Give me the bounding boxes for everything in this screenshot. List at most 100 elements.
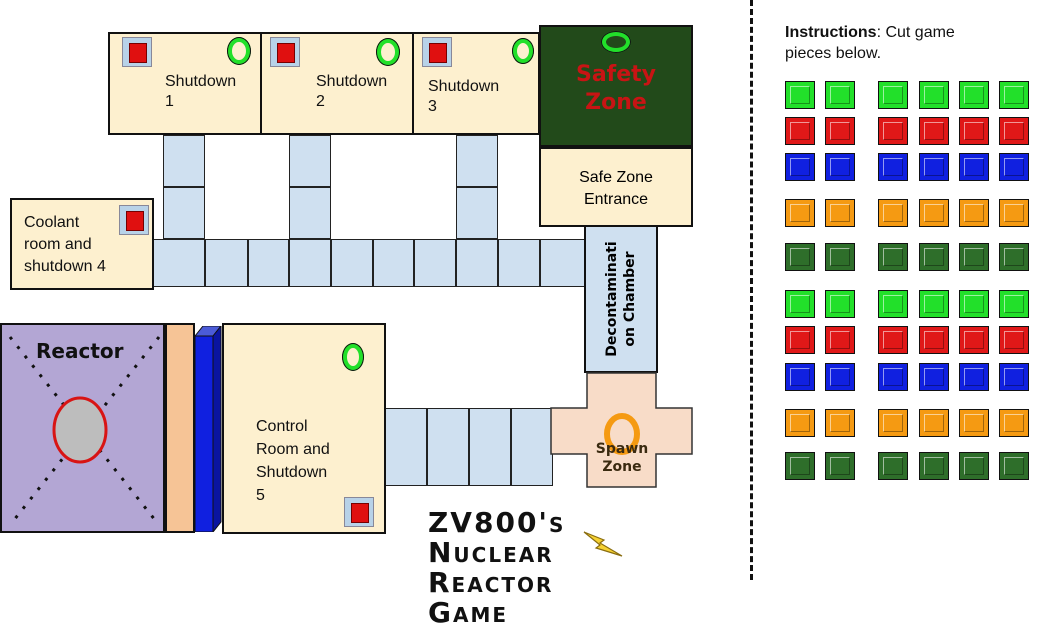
game-piece-red[interactable] (878, 117, 908, 145)
game-piece-orange[interactable] (959, 409, 989, 437)
room-label-3: shutdown 4 (24, 258, 106, 275)
room-number: 1 (165, 93, 174, 110)
orange-ring-token (604, 413, 640, 455)
game-piece-red[interactable] (999, 326, 1029, 354)
game-piece-orange[interactable] (919, 409, 949, 437)
game-piece-orange[interactable] (999, 199, 1029, 227)
game-piece-green[interactable] (825, 290, 855, 318)
game-piece-green[interactable] (785, 81, 815, 109)
room-number: 3 (428, 98, 437, 115)
game-piece-darkgreen[interactable] (878, 452, 908, 480)
game-piece-red[interactable] (959, 326, 989, 354)
game-piece-darkgreen[interactable] (878, 243, 908, 271)
game-piece-darkgreen[interactable] (825, 243, 855, 271)
game-piece-darkgreen[interactable] (785, 452, 815, 480)
game-piece-green[interactable] (919, 81, 949, 109)
game-piece-blue[interactable] (785, 153, 815, 181)
game-piece-blue[interactable] (825, 153, 855, 181)
game-piece-orange[interactable] (919, 199, 949, 227)
game-piece-green[interactable] (878, 290, 908, 318)
game-piece-orange[interactable] (825, 409, 855, 437)
game-piece-red[interactable] (919, 326, 949, 354)
game-piece-blue[interactable] (878, 363, 908, 391)
red-token (422, 37, 452, 67)
game-piece-red[interactable] (825, 326, 855, 354)
game-piece-blue[interactable] (919, 363, 949, 391)
instructions-text-2: pieces below. (785, 45, 882, 62)
room-label-2: Entrance (583, 191, 649, 208)
room-shutdown-3[interactable]: Shutdown 3 (412, 32, 540, 135)
game-piece-blue[interactable] (825, 363, 855, 391)
game-piece-orange[interactable] (785, 199, 815, 227)
game-piece-green[interactable] (919, 290, 949, 318)
game-piece-blue[interactable] (919, 153, 949, 181)
green-ring-token (342, 343, 364, 371)
reactor-shield-wall (165, 323, 195, 533)
room-label: Shutdown (165, 73, 237, 90)
red-token (122, 37, 152, 67)
room-label: Safe Zone (579, 169, 653, 186)
game-piece-red[interactable] (785, 117, 815, 145)
game-piece-red[interactable] (785, 326, 815, 354)
room-label: Control (256, 418, 308, 435)
title-line-4: Game (428, 596, 509, 629)
game-piece-orange[interactable] (878, 409, 908, 437)
room-decontamination-chamber[interactable]: Decontaminati on Chamber (584, 225, 658, 373)
game-piece-blue[interactable] (959, 363, 989, 391)
room-label-2: room and (24, 236, 92, 253)
game-piece-green[interactable] (825, 81, 855, 109)
game-piece-orange[interactable] (825, 199, 855, 227)
room-spawn-zone[interactable] (550, 372, 694, 488)
room-safe-zone-entrance[interactable]: Safe Zone Entrance (539, 147, 693, 227)
game-piece-orange[interactable] (878, 199, 908, 227)
room-reactor[interactable]: Reactor (0, 323, 165, 533)
game-piece-blue[interactable] (878, 153, 908, 181)
instructions-text: : Cut game (876, 24, 955, 41)
game-piece-darkgreen[interactable] (999, 452, 1029, 480)
game-piece-blue[interactable] (785, 363, 815, 391)
game-piece-blue[interactable] (959, 153, 989, 181)
reactor-blue-barrier (193, 324, 223, 534)
game-piece-red[interactable] (919, 117, 949, 145)
room-shutdown-1[interactable]: Shutdown 1 (108, 32, 262, 135)
game-piece-darkgreen[interactable] (785, 243, 815, 271)
safety-zone-label: Safety (575, 62, 657, 87)
game-piece-red[interactable] (878, 326, 908, 354)
game-piece-darkgreen[interactable] (999, 243, 1029, 271)
game-piece-blue[interactable] (999, 153, 1029, 181)
red-token (119, 205, 149, 235)
green-ring-token (227, 37, 251, 65)
game-piece-darkgreen[interactable] (959, 452, 989, 480)
room-shutdown-2[interactable]: Shutdown 2 (260, 32, 414, 135)
game-piece-red[interactable] (999, 117, 1029, 145)
game-piece-green[interactable] (878, 81, 908, 109)
game-piece-darkgreen[interactable] (959, 243, 989, 271)
game-piece-orange[interactable] (785, 409, 815, 437)
game-piece-red[interactable] (959, 117, 989, 145)
game-piece-darkgreen[interactable] (919, 243, 949, 271)
game-piece-orange[interactable] (999, 409, 1029, 437)
game-title: ZV800's Nuclear Reactor Game (428, 508, 565, 628)
game-piece-green[interactable] (999, 81, 1029, 109)
game-piece-blue[interactable] (999, 363, 1029, 391)
green-ring-token (512, 38, 534, 64)
lightning-bolt-icon (583, 531, 623, 557)
game-piece-green[interactable] (959, 290, 989, 318)
game-piece-red[interactable] (825, 117, 855, 145)
game-piece-darkgreen[interactable] (919, 452, 949, 480)
game-piece-green[interactable] (959, 81, 989, 109)
game-piece-green[interactable] (785, 290, 815, 318)
room-control-shutdown-5[interactable]: Control Room and Shutdown 5 (222, 323, 386, 534)
room-label: Shutdown (428, 78, 500, 95)
game-piece-green[interactable] (999, 290, 1029, 318)
game-piece-darkgreen[interactable] (825, 452, 855, 480)
reactor-label: Reactor (36, 339, 124, 363)
game-piece-orange[interactable] (959, 199, 989, 227)
green-ring-token (601, 31, 631, 53)
title-line-1: ZV800's (428, 506, 566, 539)
room-coolant-shutdown-4[interactable]: Coolant room and shutdown 4 (10, 198, 154, 290)
cut-line (750, 0, 753, 580)
room-safety-zone[interactable]: Safety Zone (539, 25, 693, 147)
room-label-2: on Chamber (622, 251, 638, 347)
